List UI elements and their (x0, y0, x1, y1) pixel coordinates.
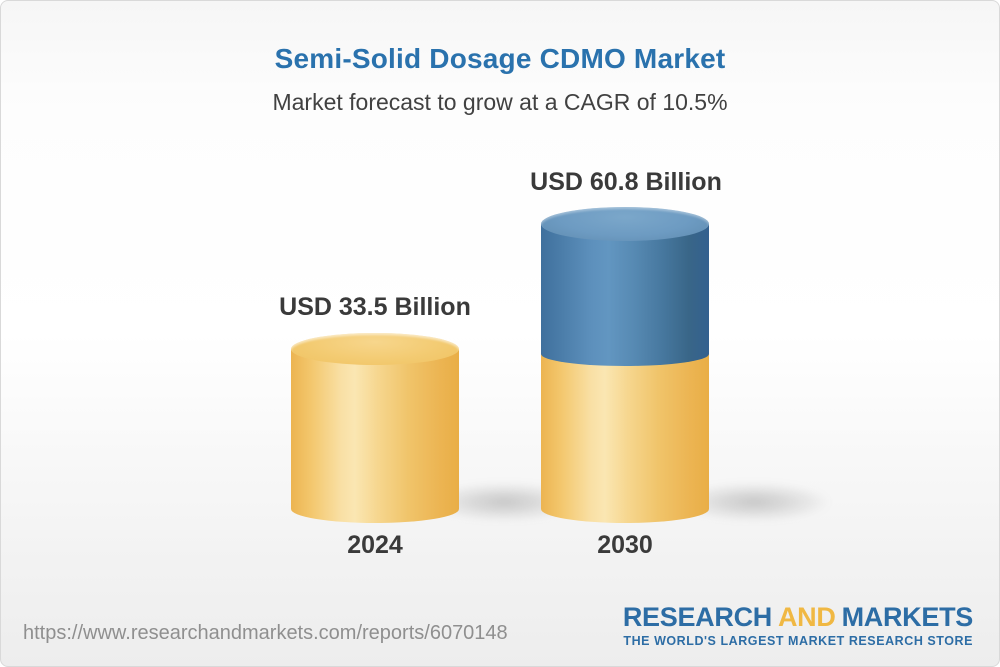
bar-2030-cylinder-top (541, 207, 709, 241)
category-label-2024: 2024 (347, 531, 403, 559)
chart-subtitle: Market forecast to grow at a CAGR of 10.… (272, 89, 728, 115)
logo-wordmark: RESEARCH AND MARKETS (623, 604, 973, 631)
logo-word-research: RESEARCH (622, 602, 772, 632)
logo-word-markets: MARKETS (841, 602, 974, 632)
report-url: https://www.researchandmarkets.com/repor… (23, 622, 508, 644)
bar-2030-growth-segment (541, 224, 709, 366)
chart-title: Semi-Solid Dosage CDMO Market (274, 43, 726, 74)
logo-tagline: THE WORLD'S LARGEST MARKET RESEARCH STOR… (623, 634, 973, 648)
bar-2024-cylinder-body (291, 349, 459, 523)
value-label-2024: USD 33.5 Billion (279, 293, 471, 321)
bar-2030-base-segment (541, 353, 709, 523)
bar-2024-cylinder-top (291, 333, 459, 365)
logo-word-and: AND (777, 602, 836, 632)
value-label-2030: USD 60.8 Billion (530, 168, 722, 196)
research-and-markets-logo: RESEARCH AND MARKETS THE WORLD'S LARGEST M… (623, 604, 973, 648)
category-label-2030: 2030 (597, 531, 653, 559)
